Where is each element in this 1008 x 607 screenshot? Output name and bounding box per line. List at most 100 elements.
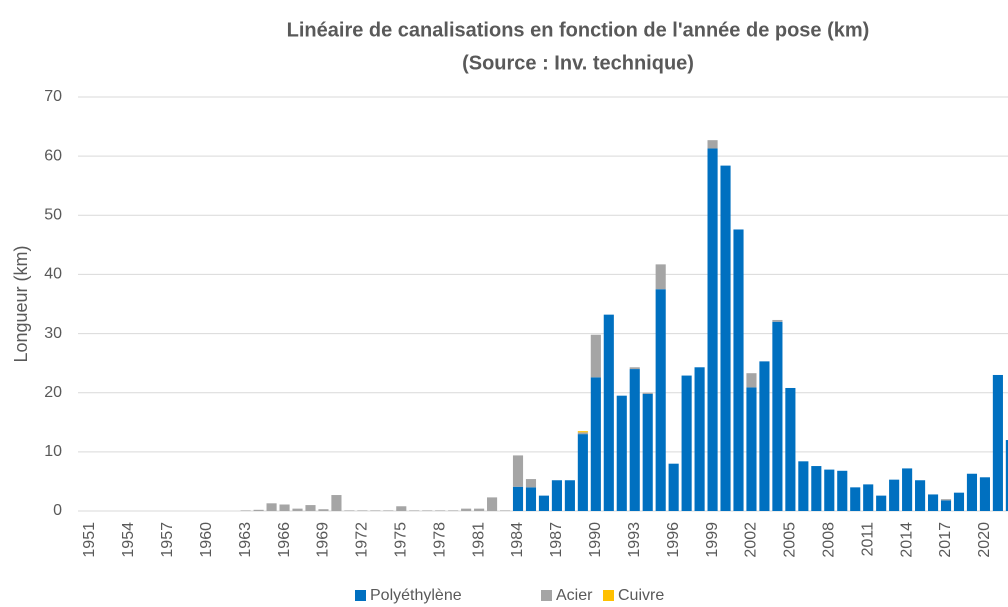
bar-segment (266, 503, 277, 511)
legend-swatch (603, 590, 614, 601)
bar-segment (655, 289, 666, 511)
bar-segment (746, 373, 757, 388)
y-tick-label: 30 (44, 325, 62, 342)
bar-segment (759, 361, 770, 511)
bar-segment (915, 480, 926, 511)
bar-segment (785, 387, 796, 511)
bar-segment (772, 321, 783, 511)
bar-segment (707, 148, 718, 511)
x-tick-label: 1987 (548, 522, 565, 558)
bar-segment (889, 479, 900, 511)
y-tick-label: 40 (44, 266, 62, 283)
bar-segment (487, 497, 498, 511)
bar-segment (720, 165, 731, 511)
y-tick-label: 60 (44, 147, 62, 164)
bar-segment (1005, 440, 1008, 511)
x-tick-label: 1996 (665, 522, 682, 558)
bar-segment (448, 510, 459, 511)
bar-segment (474, 508, 485, 511)
bar-segment (538, 495, 550, 511)
legend-swatch (355, 590, 366, 601)
x-tick-label: 2020 (976, 522, 993, 558)
bar-segment (525, 487, 537, 511)
x-tick-label: 1951 (81, 522, 98, 558)
bar-segment (305, 505, 316, 511)
bar-segment (707, 140, 718, 149)
x-tick-label: 1963 (237, 522, 254, 558)
bar-segment (629, 367, 640, 370)
bar-segment (512, 486, 524, 511)
bar-segment (357, 510, 368, 511)
x-tick-label: 2011 (859, 522, 876, 557)
bar-segment (681, 375, 692, 511)
legend-swatch (541, 590, 552, 601)
y-tick-label: 10 (44, 443, 62, 460)
y-axis-title: Longueur (km) (11, 245, 31, 362)
bar-segment (992, 374, 1003, 511)
y-tick-label: 20 (44, 384, 62, 401)
x-tick-label: 1993 (626, 522, 643, 558)
bar-segment (461, 508, 472, 511)
legend-label: Cuivre (618, 587, 664, 604)
x-tick-label: 1969 (315, 522, 332, 558)
x-tick-label: 2008 (821, 522, 838, 558)
bar-segment (629, 369, 640, 511)
bar-segment (551, 480, 562, 511)
bar-segment (240, 510, 251, 511)
bar-segment (435, 510, 446, 511)
bar-segment (603, 314, 614, 511)
x-tick-label: 1960 (198, 522, 215, 558)
bar-segment (642, 393, 653, 511)
bar-segment (525, 479, 537, 488)
x-tick-label: 1975 (392, 522, 409, 558)
bar-segment (850, 487, 861, 511)
x-tick-label: 1957 (159, 522, 176, 558)
y-tick-label: 70 (44, 88, 62, 105)
x-tick-label: 1954 (120, 522, 137, 558)
x-tick-label: 1966 (276, 522, 293, 558)
legend-label: Polyéthylène (370, 587, 462, 604)
bar-segment (953, 492, 965, 511)
bar-segment (940, 500, 952, 511)
bar-segment (798, 461, 809, 511)
bar-segment (863, 484, 874, 511)
legend-label: Acier (556, 587, 593, 604)
y-tick-label: 50 (44, 207, 62, 224)
x-tick-label: 1990 (587, 522, 604, 558)
y-tick-label: 0 (53, 502, 62, 519)
bar-segment (577, 434, 588, 511)
bar-segment (564, 480, 575, 511)
x-tick-label: 1984 (509, 522, 526, 558)
bar-segment (331, 495, 342, 511)
x-tick-label: 1981 (470, 522, 487, 558)
bar-segment (590, 334, 601, 378)
bar-segment (577, 432, 588, 435)
x-tick-label: 1978 (431, 522, 448, 558)
bar-segment (642, 392, 653, 394)
bar-segment (694, 367, 705, 511)
bar-segment (253, 509, 264, 511)
bar-segment (318, 509, 329, 511)
bar-segment (409, 510, 420, 511)
chart-subtitle: (Source : Inv. technique) (462, 52, 694, 74)
bar-segment (577, 431, 588, 433)
bar-segment (837, 470, 848, 511)
bar-segment (668, 463, 679, 511)
bar-segment (927, 494, 939, 511)
bar-segment (902, 468, 913, 511)
x-tick-label: 2014 (898, 522, 915, 558)
x-tick-label: 2002 (743, 522, 760, 558)
bar-segment (499, 510, 511, 511)
bar-segment (512, 455, 524, 487)
bar-segment (383, 510, 394, 511)
bar-segment (811, 466, 822, 511)
bar-segment (966, 473, 978, 511)
bar-segment (279, 504, 290, 511)
bar-segment (344, 510, 355, 511)
bar-segment (940, 499, 952, 501)
x-tick-label: 1972 (354, 522, 371, 558)
bar-segment (824, 469, 835, 511)
bar-segment (590, 377, 601, 511)
bar-segment (292, 508, 303, 511)
